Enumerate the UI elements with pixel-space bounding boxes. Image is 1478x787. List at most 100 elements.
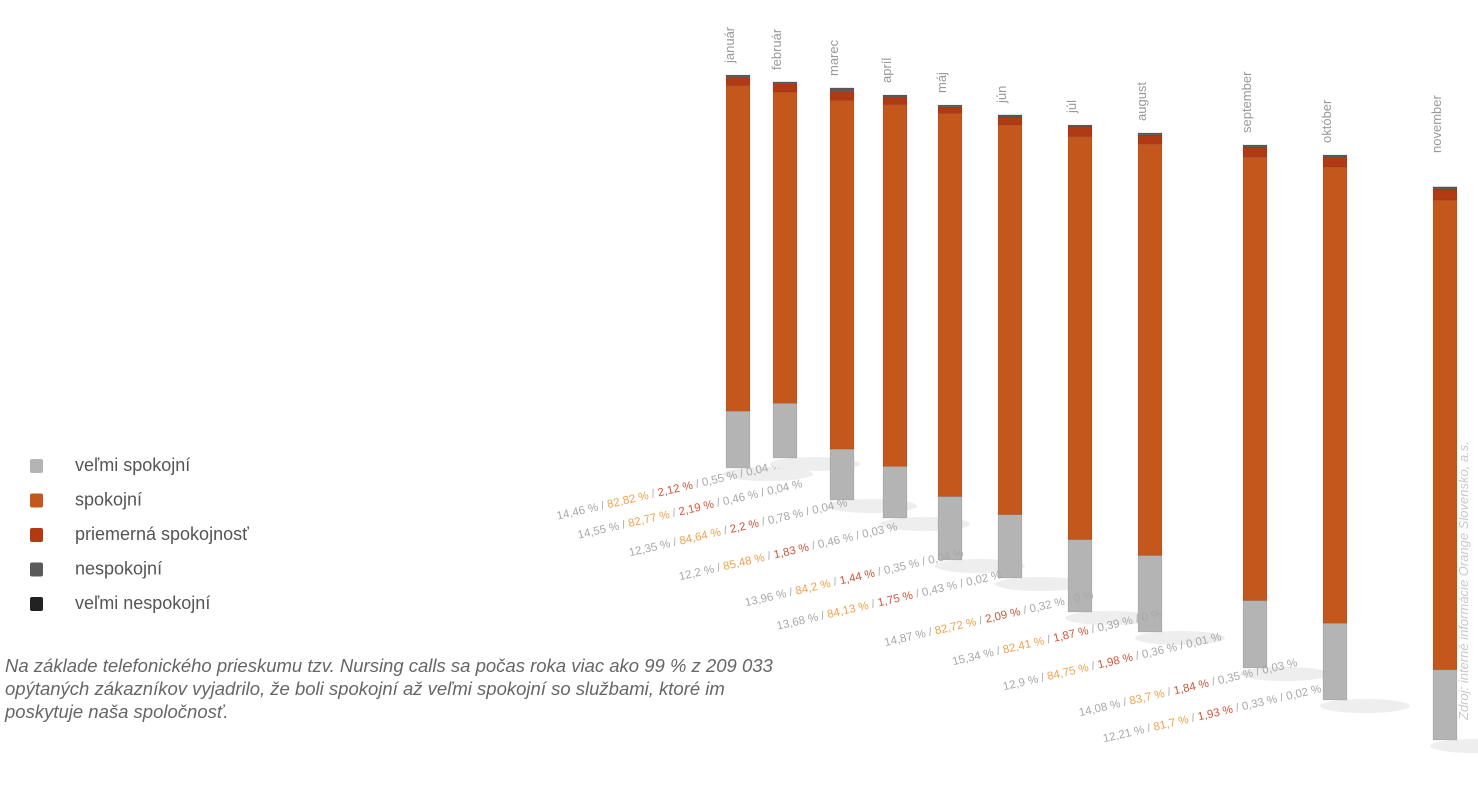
separator: / — [763, 550, 775, 564]
column-segment — [725, 77, 751, 86]
value-label: 1,87 % — [1052, 625, 1090, 645]
legend-label: veľmi spokojní — [75, 455, 190, 475]
separator: / — [668, 507, 680, 521]
column-segment — [725, 74, 751, 78]
column-segment — [1067, 124, 1093, 127]
separator: / — [712, 497, 724, 511]
value-label: 0,35 % — [1217, 667, 1255, 687]
column-segment — [997, 116, 1023, 126]
legend-swatch — [30, 493, 43, 508]
separator: / — [817, 609, 829, 623]
value-label: 12,2 % — [678, 564, 716, 584]
separator: / — [1043, 633, 1055, 647]
column-segment — [937, 496, 963, 561]
column-segment — [937, 113, 963, 497]
separator: / — [911, 588, 923, 602]
value-label: 0,35 % — [883, 557, 921, 577]
value-label: 82,41 % — [1002, 635, 1046, 656]
shadow — [723, 467, 813, 481]
value-label: 0,36 % — [1141, 641, 1179, 661]
column-segment — [829, 91, 855, 101]
separator: / — [669, 536, 681, 550]
column-segment — [1322, 156, 1348, 168]
separator: / — [873, 566, 885, 580]
value-label: 14,55 % — [577, 521, 621, 542]
column-segment — [1432, 199, 1458, 671]
value-label: 13,68 % — [776, 612, 820, 633]
legend-label: veľmi nespokojní — [75, 593, 210, 613]
shadow — [1135, 631, 1225, 645]
separator: / — [807, 540, 819, 554]
category-label: apríl — [879, 58, 894, 83]
value-label: 84,75 % — [1046, 662, 1090, 683]
value-label: 84,2 % — [794, 578, 832, 598]
value-label: 0,32 % — [1028, 596, 1066, 616]
column-segment — [997, 114, 1023, 118]
separator: / — [1207, 676, 1219, 690]
separator: / — [1063, 594, 1075, 608]
separator: / — [1143, 722, 1155, 736]
value-label: 82,82 % — [606, 490, 650, 511]
value-label: 0,78 % — [767, 507, 805, 527]
value-label: 0,46 % — [722, 488, 760, 508]
separator: / — [956, 577, 968, 591]
column-segment — [1322, 622, 1348, 701]
column-segment — [1067, 126, 1093, 138]
value-label: 14,46 % — [556, 502, 600, 523]
separator: / — [918, 555, 930, 569]
value-label: 0 % — [1073, 589, 1095, 605]
value-label-line: 12,21 % / 81,7 % / 1,93 % / 0,33 % / 0,0… — [1102, 683, 1323, 745]
separator: / — [757, 486, 769, 500]
category-label: september — [1239, 71, 1254, 133]
separator: / — [1163, 686, 1175, 700]
value-label: 12,9 % — [1002, 674, 1040, 694]
category-label: jún — [994, 86, 1009, 104]
separator: / — [829, 576, 841, 590]
value-label: 84,64 % — [678, 526, 722, 547]
separator: / — [802, 505, 814, 519]
separator: / — [1187, 712, 1199, 726]
value-label: 14,87 % — [883, 628, 927, 649]
separator: / — [597, 499, 609, 513]
value-label: 1,98 % — [1097, 652, 1135, 672]
value-label: 14,08 % — [1078, 698, 1122, 719]
column-segment — [937, 106, 963, 114]
column-segment — [1137, 132, 1163, 136]
column-segment — [997, 514, 1023, 579]
value-label: 1,83 % — [773, 542, 811, 562]
category-label: august — [1134, 82, 1149, 121]
value-label: 2,2 % — [729, 518, 760, 536]
separator: / — [1037, 671, 1049, 685]
shadow — [1240, 667, 1330, 681]
column-segment — [1242, 600, 1268, 669]
shadow — [1065, 611, 1155, 625]
column-segment — [882, 466, 908, 519]
value-label: 1,75 % — [877, 590, 915, 610]
category-label: február — [769, 28, 784, 70]
value-label: 0,33 % — [1241, 693, 1279, 713]
separator: / — [647, 488, 659, 502]
legend-swatch — [30, 528, 43, 542]
column-segment — [997, 124, 1023, 515]
value-label: 81,7 % — [1152, 714, 1190, 734]
value-label: 1,84 % — [1173, 678, 1211, 698]
value-label: 0 % — [1141, 608, 1163, 624]
category-label: október — [1319, 99, 1334, 143]
separator: / — [1087, 623, 1099, 637]
column-segment — [829, 448, 855, 501]
column-segment — [1067, 136, 1093, 540]
value-label: 0,46 % — [817, 531, 855, 551]
value-label: 13,96 % — [744, 588, 788, 609]
value-label: 83,7 % — [1128, 688, 1166, 708]
separator: / — [1019, 604, 1031, 618]
legend-label: priemerná spokojnosť — [75, 524, 249, 544]
value-label: 12,35 % — [628, 538, 672, 559]
category-label: marec — [826, 39, 841, 76]
column-segment — [1137, 134, 1163, 145]
legend-swatch — [30, 597, 43, 611]
value-label: 82,77 % — [627, 509, 671, 530]
separator: / — [924, 626, 936, 640]
shadow — [1430, 739, 1478, 753]
separator: / — [713, 561, 725, 575]
